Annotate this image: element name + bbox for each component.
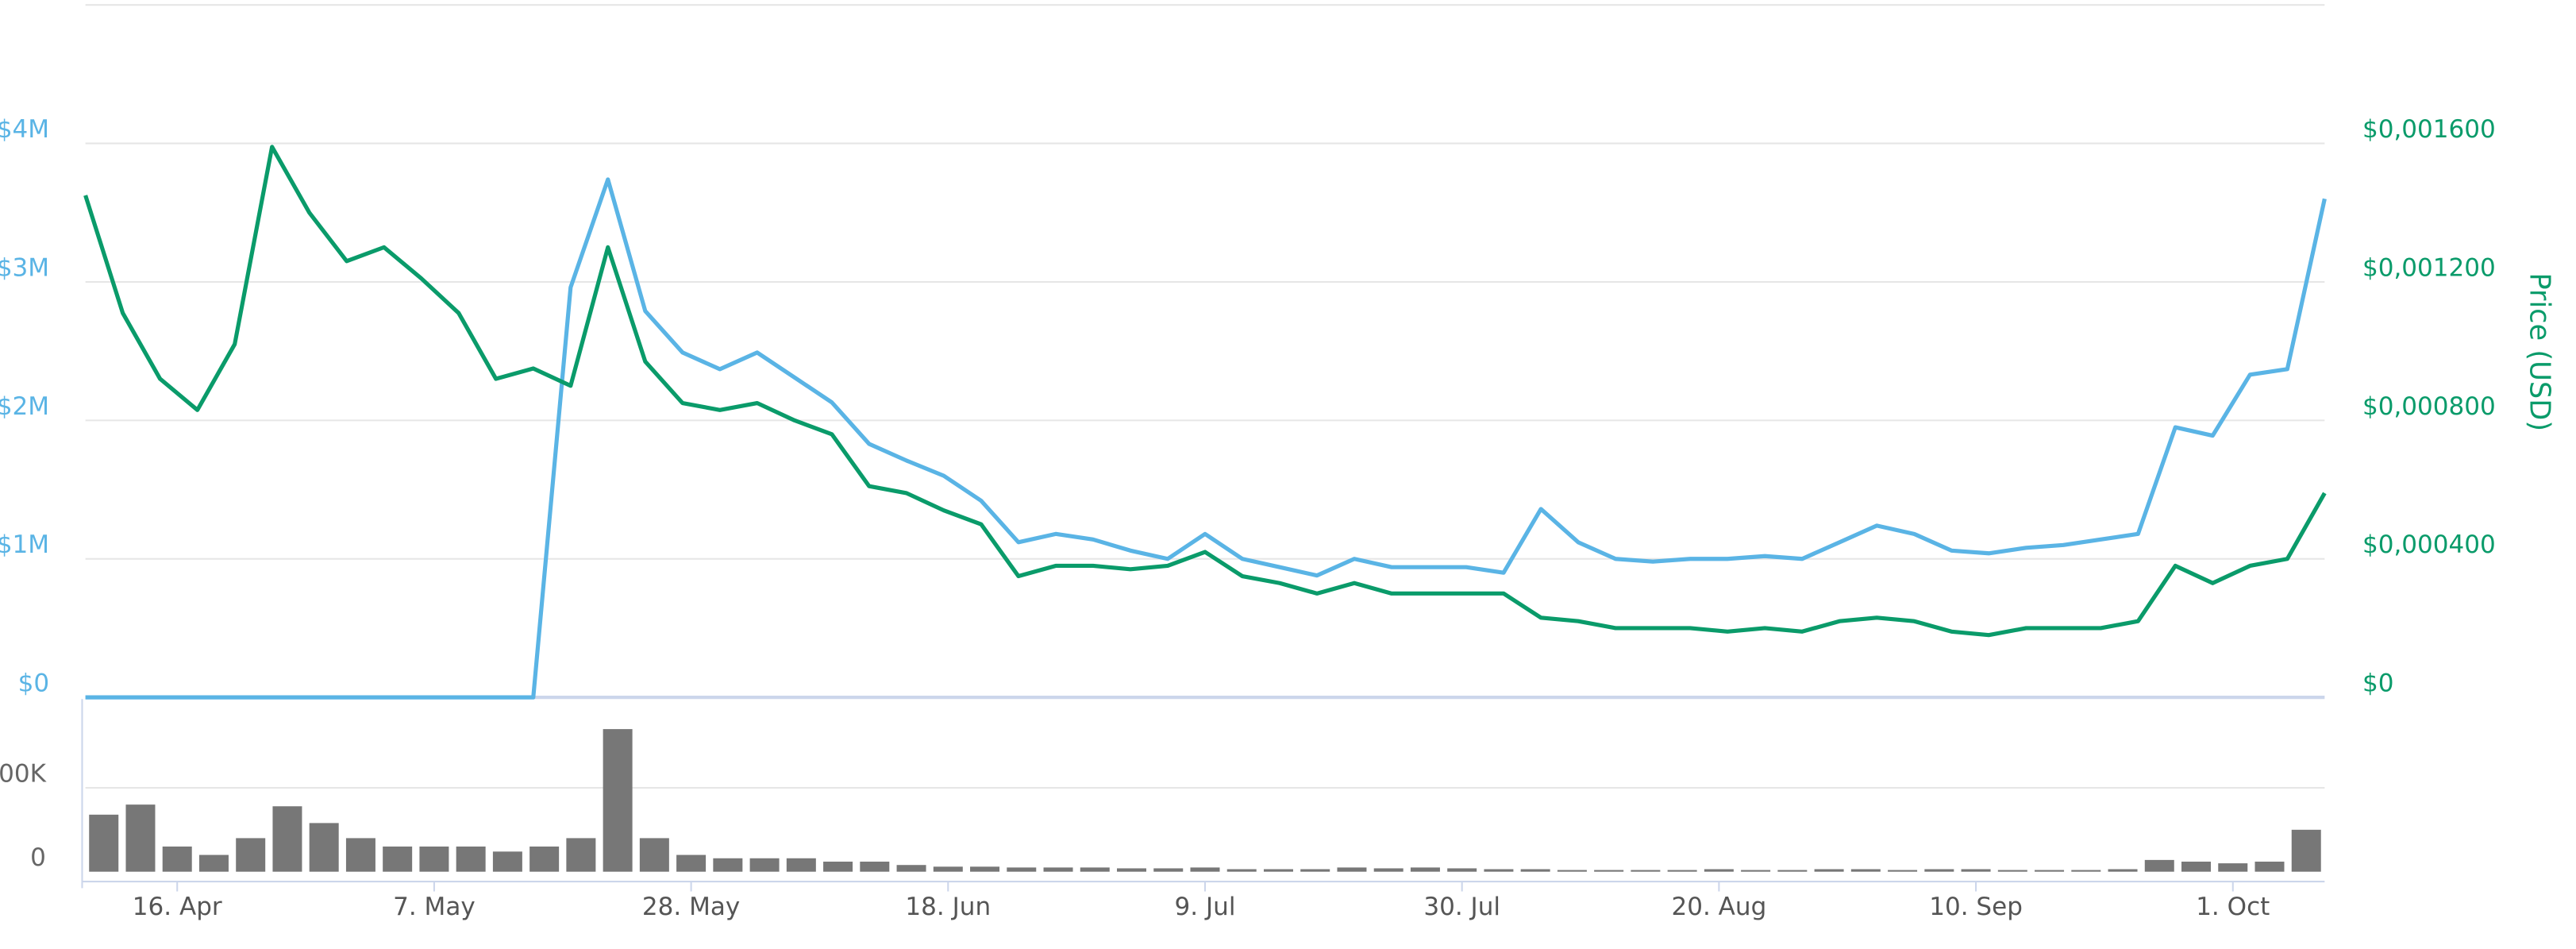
volume-bar bbox=[1520, 869, 1550, 872]
volume-bar bbox=[1337, 867, 1367, 872]
volume-bar bbox=[749, 858, 780, 872]
y2-tick-label: $0,001600 bbox=[2362, 115, 2496, 144]
volume-bar bbox=[272, 806, 302, 872]
volume-bar bbox=[492, 851, 522, 872]
y-tick-label: $1M bbox=[0, 530, 49, 559]
x-tick-label: 28. May bbox=[642, 893, 740, 921]
x-tick-label: 20. Aug bbox=[1671, 893, 1766, 921]
volume-bar bbox=[1850, 869, 1881, 872]
volume-bar bbox=[198, 854, 229, 872]
volume-bar bbox=[1263, 869, 1293, 872]
y-tick-label: 0 bbox=[30, 843, 46, 872]
volume-bar bbox=[1153, 868, 1184, 872]
x-tick-label: 18. Jun bbox=[905, 893, 991, 921]
volume-bar bbox=[2035, 870, 2065, 872]
volume-bar bbox=[1557, 870, 1587, 872]
volume-bar bbox=[1373, 868, 1404, 872]
y2-axis-title: Price (USD) bbox=[2523, 272, 2555, 431]
volume-bar bbox=[1961, 869, 1991, 872]
volume-bar bbox=[125, 804, 156, 872]
x-tick-label: 7. May bbox=[393, 893, 476, 921]
volume-bar bbox=[89, 814, 119, 872]
volume-bar bbox=[2071, 870, 2101, 872]
series-line bbox=[85, 177, 2327, 700]
y-tick-label: $3M bbox=[0, 253, 49, 282]
y-tick-label: $0 bbox=[18, 669, 50, 698]
volume-bar bbox=[603, 729, 633, 872]
volume-bar bbox=[345, 838, 375, 872]
volume-bar bbox=[1888, 870, 1918, 872]
y2-tick-label: $0 bbox=[2362, 669, 2394, 698]
volume-bar bbox=[1667, 870, 1697, 872]
x-tick-label: 9. Jul bbox=[1175, 893, 1236, 921]
volume-bar bbox=[2144, 859, 2174, 872]
volume-bar bbox=[1117, 868, 1147, 872]
volume-bar bbox=[162, 846, 192, 872]
volume-bar bbox=[1631, 870, 1661, 872]
volume-bar bbox=[1410, 867, 1440, 872]
y2-tick-label: $0,000400 bbox=[2362, 530, 2496, 559]
volume-bar bbox=[456, 846, 486, 872]
x-tick-label: 1. Oct bbox=[2196, 893, 2270, 921]
volume-bar bbox=[1007, 867, 1037, 872]
volume-bar bbox=[713, 858, 743, 872]
volume-bar bbox=[1997, 870, 2027, 872]
volume-bar bbox=[309, 823, 339, 872]
volume-bar bbox=[896, 865, 926, 872]
volume-bar bbox=[1814, 869, 1844, 872]
volume-bar bbox=[2218, 863, 2248, 872]
x-tick-label: 10. Sep bbox=[1929, 893, 2023, 921]
volume-bar bbox=[1594, 870, 1624, 872]
volume-bar bbox=[933, 866, 963, 872]
volume-bar bbox=[860, 861, 890, 872]
volume-bar bbox=[1190, 867, 1220, 872]
series-line bbox=[83, 145, 2327, 638]
volume-bar bbox=[1777, 870, 1808, 872]
volume-bar bbox=[1043, 867, 1073, 872]
y-tick-label: $4M bbox=[0, 115, 49, 144]
x-tick-label: 30. Jul bbox=[1423, 893, 1500, 921]
volume-bar bbox=[2108, 869, 2138, 872]
y-tick-label: 500K bbox=[0, 759, 48, 788]
volume-bar bbox=[639, 838, 669, 872]
volume-bar bbox=[2291, 829, 2321, 872]
volume-bar bbox=[1924, 869, 1954, 872]
volume-bar bbox=[1484, 869, 1514, 872]
volume-bar bbox=[1704, 869, 1734, 872]
y2-tick-label: $0,001200 bbox=[2362, 253, 2496, 282]
volume-bar bbox=[1447, 868, 1477, 872]
volume-bar bbox=[1226, 869, 1257, 872]
volume-bar bbox=[566, 838, 596, 872]
x-tick-label: 16. Apr bbox=[133, 893, 222, 921]
volume-bar bbox=[970, 866, 1000, 872]
volume-bar bbox=[419, 846, 449, 872]
volume-bar bbox=[676, 854, 707, 872]
y-tick-label: $2M bbox=[0, 392, 49, 421]
volume-bar bbox=[529, 846, 560, 872]
volume-bar bbox=[1080, 867, 1110, 872]
volume-bar bbox=[1741, 870, 1771, 872]
volume-bar bbox=[383, 846, 413, 872]
volume-bar bbox=[823, 861, 853, 872]
y2-tick-label: $0,000800 bbox=[2362, 392, 2496, 421]
volume-bar bbox=[2181, 861, 2212, 872]
volume-bar bbox=[1300, 869, 1330, 872]
volume-bar bbox=[236, 838, 266, 872]
volume-bar bbox=[786, 858, 816, 872]
volume-bar bbox=[2254, 861, 2285, 872]
